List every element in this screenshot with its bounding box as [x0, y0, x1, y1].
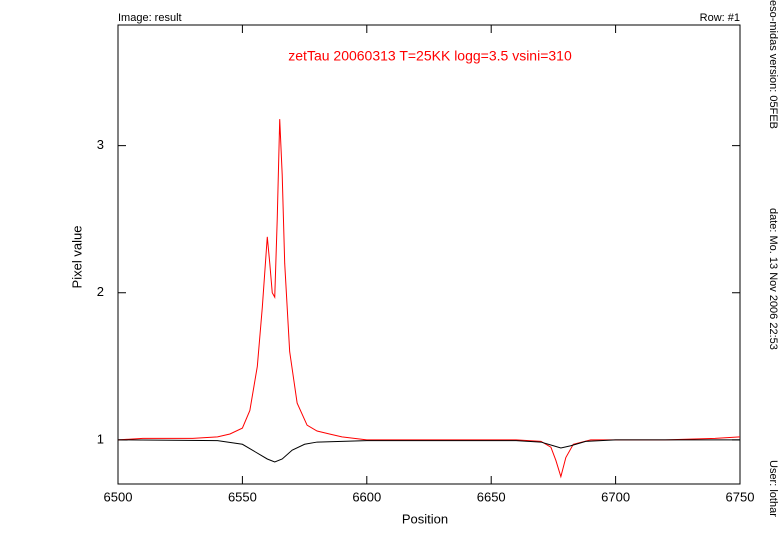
- y-tick-label: 2: [97, 284, 104, 299]
- chart-title: zetTau 20060313 T=25KK logg=3.5 vsini=31…: [288, 48, 572, 64]
- x-tick-label: 6750: [726, 489, 755, 504]
- y-tick-label: 1: [97, 431, 104, 446]
- x-tick-label: 6600: [352, 489, 381, 504]
- version-label: eso-midas version: 05FEB: [767, 0, 779, 129]
- spectrum-line: [117, 439, 740, 463]
- y-axis-label: Pixel value: [69, 226, 84, 289]
- user-label: User: lothar: [767, 460, 779, 517]
- x-tick-label: 6700: [601, 489, 630, 504]
- date-label: date: Mo. 13 Nov 2006 22:53: [767, 208, 779, 350]
- row-label: Row: #1: [700, 12, 740, 24]
- spectrum-line: [117, 119, 741, 479]
- x-tick-label: 6650: [477, 489, 506, 504]
- x-tick-label: 6550: [228, 489, 257, 504]
- y-tick-label: 3: [97, 137, 104, 152]
- x-tick-label: 6500: [104, 489, 133, 504]
- x-axis-label: Position: [402, 511, 448, 526]
- plot-frame: [117, 24, 741, 485]
- image-label: Image: result: [118, 12, 182, 24]
